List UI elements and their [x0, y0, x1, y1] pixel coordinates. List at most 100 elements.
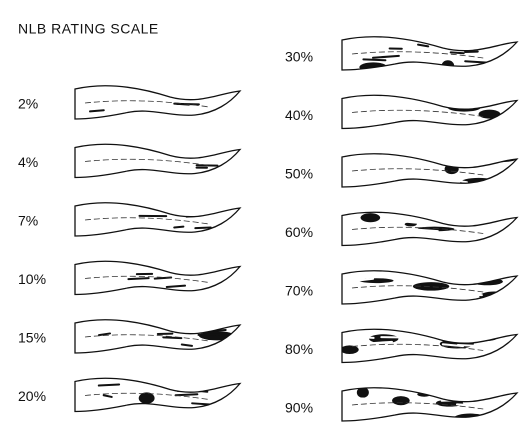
lesion-streak [165, 284, 187, 288]
lesion-blob [456, 331, 495, 340]
leaf-lesions [351, 102, 501, 123]
lesion-blob [468, 390, 483, 401]
lesion-streak [463, 279, 480, 284]
lesion-streak [445, 352, 473, 356]
leaf-outline [341, 94, 519, 130]
lesion-streak [456, 410, 482, 415]
lesion-streak [444, 176, 456, 180]
lesion-streak [386, 410, 413, 414]
lesion-streak [433, 117, 462, 121]
lesion-streak [409, 228, 439, 233]
lesion-streak [471, 352, 501, 355]
midrib [351, 343, 484, 351]
leaf-lesions [84, 328, 236, 347]
lesion-blob [412, 282, 450, 291]
lesion-streak [448, 279, 465, 283]
lesion-streak [127, 277, 150, 281]
lesion-streak [173, 225, 185, 229]
lesion-streak [97, 383, 121, 387]
level-label: 30% [285, 49, 313, 65]
midrib [84, 100, 209, 108]
leaf [74, 85, 242, 120]
leaf-outline [341, 328, 519, 364]
lesion-streak [466, 293, 483, 297]
lesion-blob [392, 396, 410, 406]
level-label: 80% [285, 341, 313, 357]
lesion-streak [356, 277, 375, 282]
midrib [84, 275, 209, 283]
lesion-streak [442, 290, 465, 294]
lesion-blob [478, 109, 501, 119]
midrib [84, 217, 209, 225]
level-label: 60% [285, 224, 313, 240]
level-label: 70% [285, 283, 313, 299]
lesion-streak [472, 287, 495, 292]
lesion-streak [174, 393, 199, 397]
lesion-streak [404, 279, 427, 283]
midrib [84, 158, 209, 166]
lesion-streak [462, 394, 488, 397]
midrib [351, 168, 484, 176]
lesion-streak [97, 332, 112, 337]
lesion-streak [194, 226, 212, 230]
midrib [351, 226, 484, 234]
midrib [351, 285, 484, 293]
lesion-streak [417, 43, 430, 48]
leaf-outline [74, 377, 242, 413]
lesion-streak [373, 340, 393, 344]
lesion-streak [89, 109, 105, 113]
lesion-streak [440, 293, 455, 297]
leaf-lesions [84, 214, 212, 230]
lesion-blob [458, 336, 496, 342]
level-label: 10% [18, 271, 46, 287]
level-label: 90% [285, 400, 313, 416]
leaf [341, 387, 519, 422]
leaf-lesions [351, 387, 501, 421]
lesion-streak [380, 107, 411, 112]
leaf [341, 153, 519, 188]
leaf [341, 94, 519, 130]
leaf-lesions [84, 383, 219, 406]
level-label: 4% [18, 154, 38, 170]
lesion-streak [183, 155, 201, 159]
lesion-streak [360, 397, 386, 401]
midrib [84, 392, 209, 400]
lesion-streak [380, 114, 397, 118]
leaf [341, 270, 519, 305]
midrib [351, 109, 484, 117]
midrib [84, 334, 209, 342]
lesion-streak [412, 399, 428, 404]
level-label: 50% [285, 166, 313, 182]
lesion-streak [180, 343, 194, 347]
leaf-lesions [351, 213, 498, 241]
leaf-outline [341, 387, 519, 422]
lesion-blob [342, 345, 359, 354]
lesion-blob [484, 153, 517, 163]
leaf-outline [341, 270, 519, 305]
lesion-streak [477, 168, 502, 172]
lesion-streak [193, 267, 212, 271]
lesion-streak [362, 336, 375, 339]
lesion-streak [462, 407, 483, 412]
lesion-streak [365, 160, 378, 165]
lesion-streak [441, 343, 465, 348]
leaf [74, 377, 242, 413]
lesion-streak [197, 332, 222, 336]
lesion-streak [450, 119, 471, 123]
level-label: 7% [18, 213, 38, 229]
midrib [351, 51, 484, 59]
leaf [74, 260, 242, 296]
lesion-streak [399, 220, 417, 224]
leaf [341, 36, 519, 71]
leaf [74, 319, 242, 354]
lesion-blob [356, 387, 369, 398]
leaf [341, 328, 519, 364]
leaf-outline [74, 85, 242, 120]
level-label: 40% [285, 107, 313, 123]
leaf-outline [341, 211, 519, 247]
lesion-streak [445, 236, 473, 241]
leaf-outline [74, 260, 242, 296]
leaf-lesions [84, 100, 209, 113]
lesion-streak [442, 233, 472, 237]
